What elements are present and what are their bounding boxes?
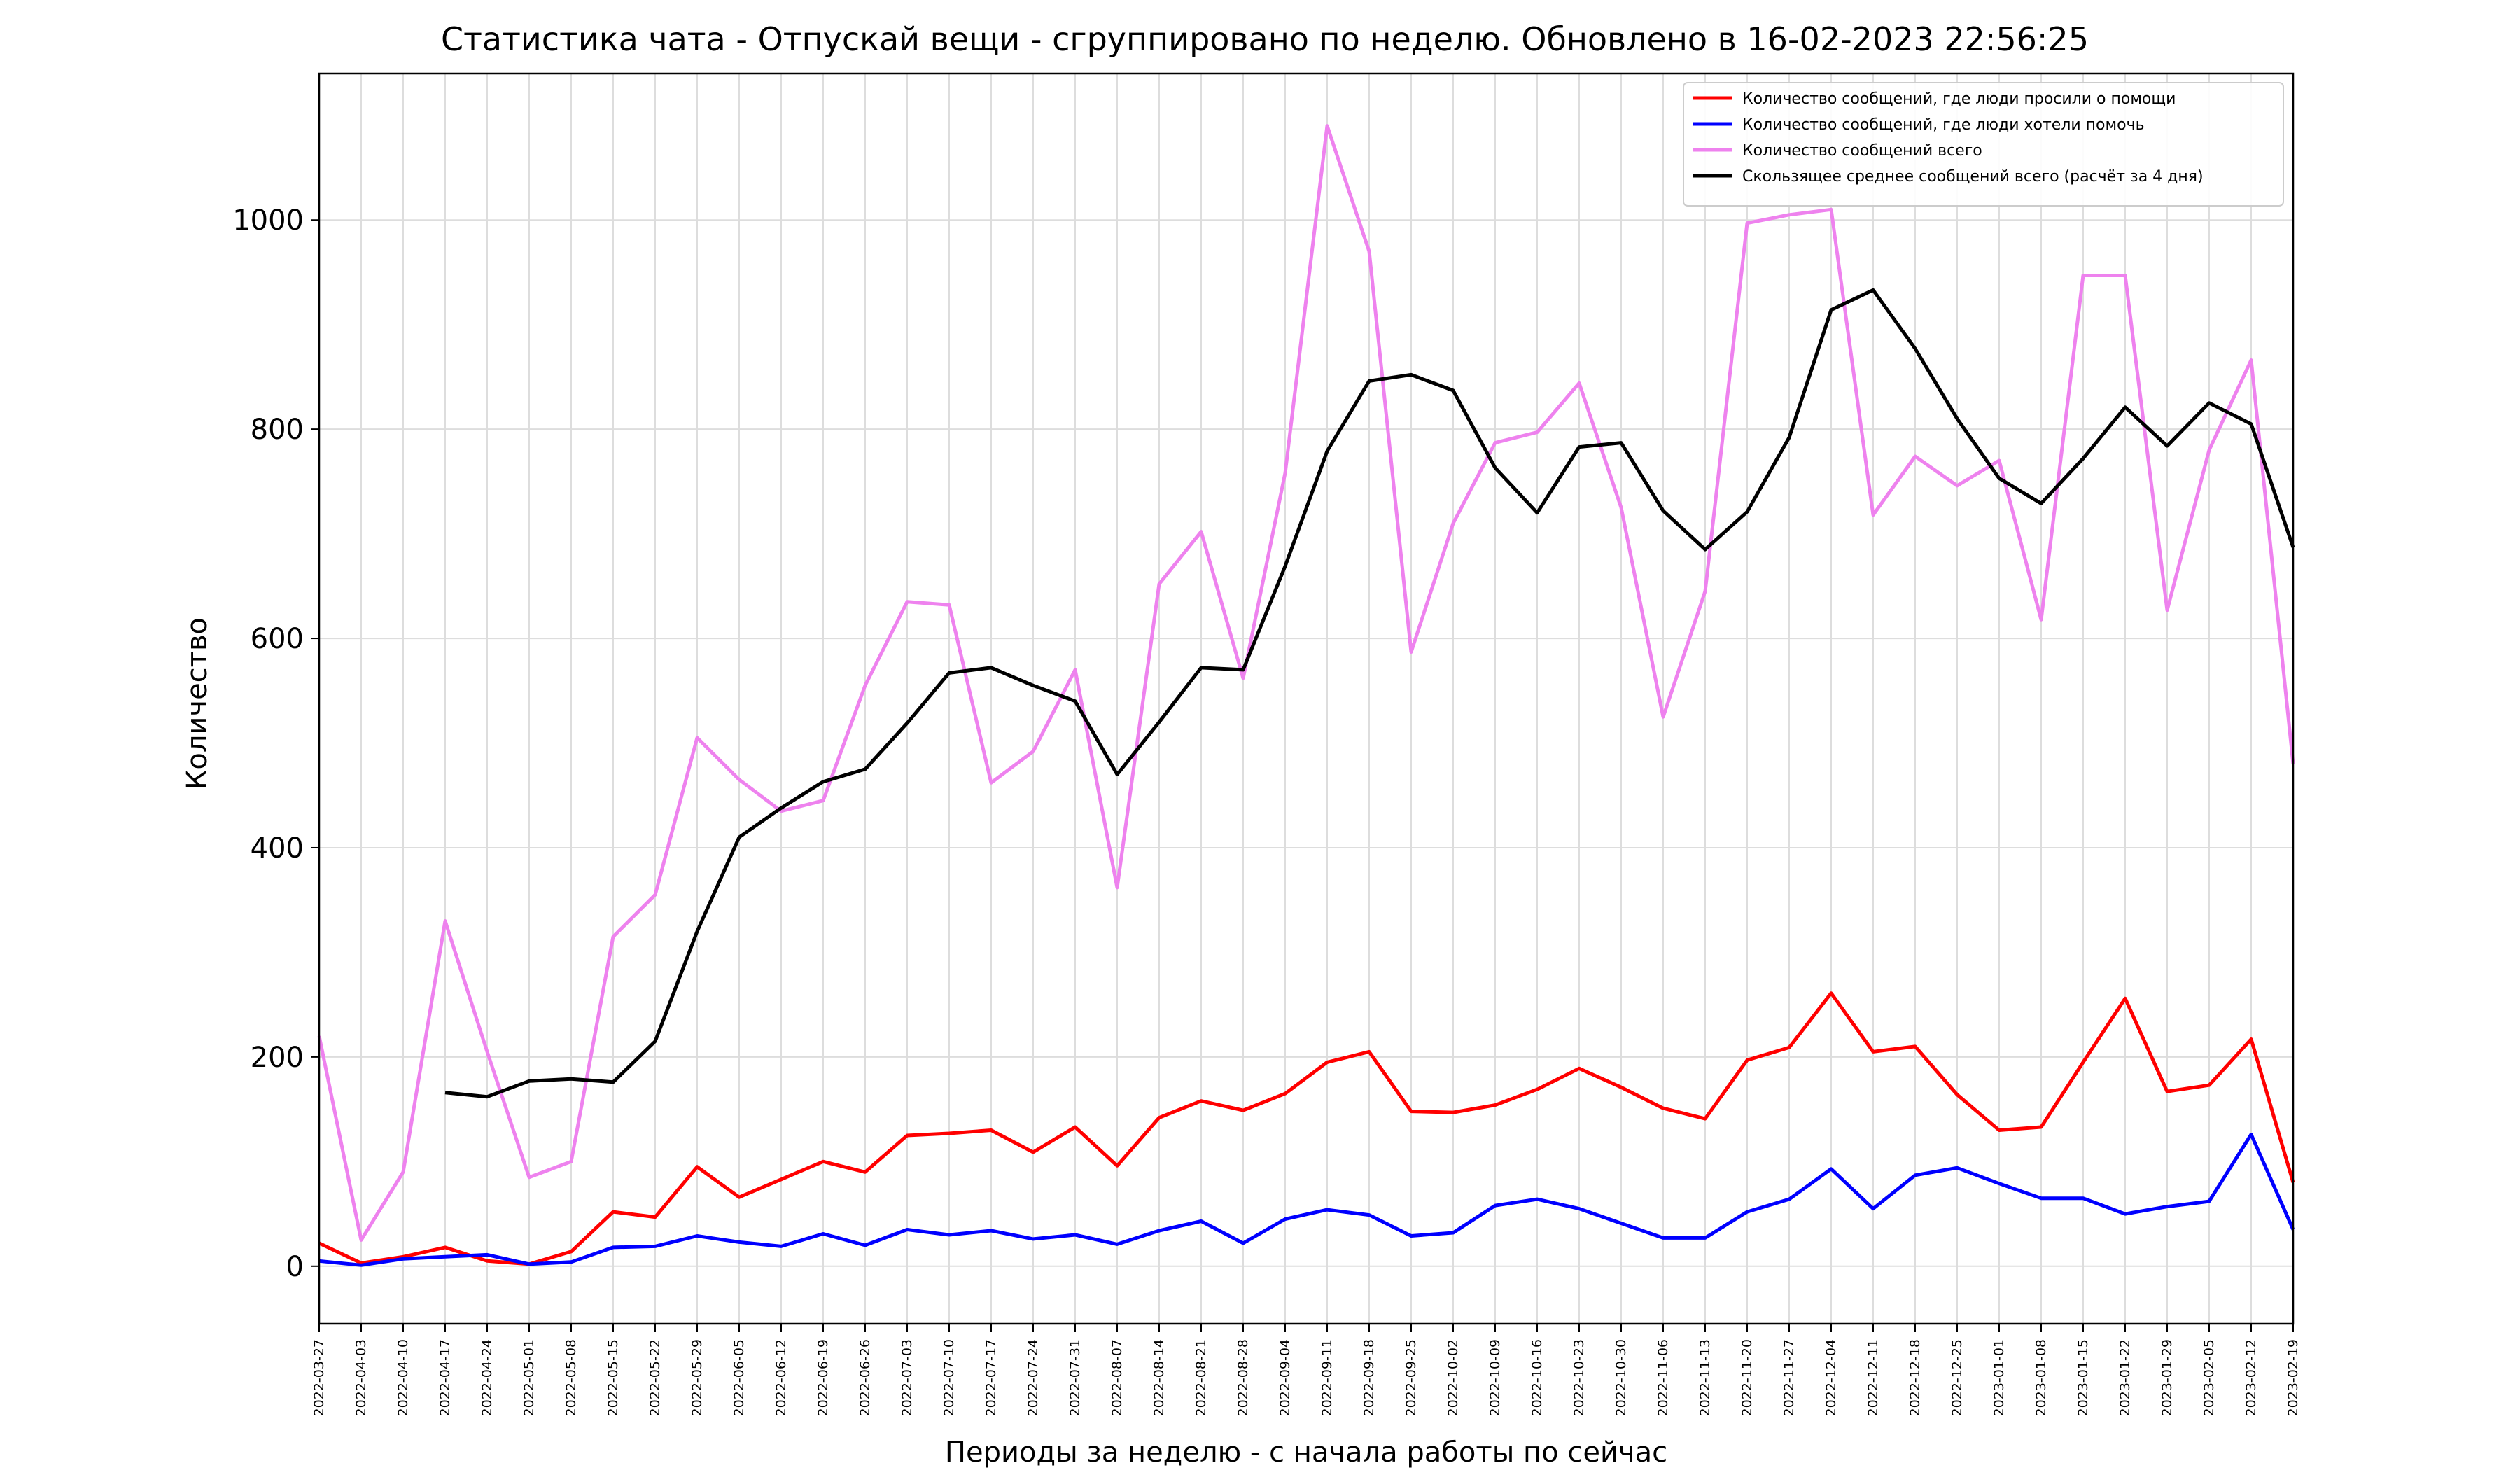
- series-line-1: [318, 991, 2295, 1266]
- x-tick-label: 2022-09-25: [1404, 1339, 1419, 1416]
- series-line-3: [317, 124, 2295, 1242]
- y-tick-label: 200: [251, 1042, 304, 1074]
- x-tick-label: 2022-08-14: [1152, 1339, 1167, 1416]
- y-tick-label: 600: [251, 623, 304, 655]
- x-tick-label: 2022-08-07: [1110, 1339, 1125, 1416]
- legend-box: [1683, 82, 2284, 206]
- x-tick-label: 2023-02-12: [2244, 1339, 2259, 1416]
- y-tick-label: 400: [251, 832, 304, 864]
- x-tick-label: 2022-06-05: [732, 1339, 747, 1416]
- x-tick-label: 2022-07-24: [1026, 1339, 1041, 1416]
- x-tick-label: 2022-07-17: [983, 1339, 999, 1416]
- legend-label: Скользящее среднее сообщений всего (расч…: [1742, 168, 2204, 186]
- series-line-4: [444, 288, 2295, 1099]
- x-tick-label: 2022-11-13: [1698, 1339, 1713, 1416]
- legend-label: Количество сообщений, где люди хотели по…: [1742, 116, 2145, 134]
- x-tick-label: 2022-12-11: [1865, 1339, 1881, 1416]
- x-tick-label: 2022-04-03: [354, 1339, 369, 1416]
- x-tick-label: 2022-11-27: [1782, 1339, 1797, 1416]
- x-tick-label: 2022-10-23: [1572, 1339, 1587, 1416]
- x-tick-label: 2023-01-22: [2118, 1339, 2133, 1416]
- plot-frame: [318, 72, 2295, 1325]
- x-tick-label: 2022-03-27: [312, 1339, 327, 1416]
- gridlines: [318, 74, 2294, 1324]
- x-tick-label: 2022-04-10: [396, 1339, 411, 1416]
- legend: Количество сообщений, где люди просили о…: [1683, 82, 2284, 206]
- legend-label: Количество сообщений, где люди просили о…: [1742, 90, 2176, 108]
- x-tick-label: 2022-09-11: [1320, 1339, 1335, 1416]
- x-tick-label: 2023-01-08: [2033, 1339, 2049, 1416]
- x-tick-label: 2023-01-15: [2076, 1339, 2091, 1416]
- x-tick-label: 2022-05-15: [606, 1339, 621, 1416]
- x-tick-label: 2022-10-09: [1488, 1339, 1503, 1416]
- x-tick-label: 2022-10-30: [1614, 1339, 1629, 1416]
- x-axis-label: Периоды за неделю - с начала работы по с…: [945, 1436, 1667, 1469]
- x-tick-label: 2022-12-04: [1823, 1339, 1839, 1416]
- x-tick-label: 2022-04-24: [479, 1339, 495, 1416]
- x-tick-label: 2022-08-21: [1194, 1339, 1209, 1416]
- x-tick-label: 2022-12-25: [1949, 1339, 1965, 1416]
- x-tick-label: 2022-05-01: [522, 1339, 537, 1416]
- x-tick-label: 2022-05-08: [564, 1339, 579, 1416]
- y-axis: 0 200 400 600 800 1000: [232, 204, 319, 1283]
- x-tick-label: 2022-06-19: [816, 1339, 831, 1416]
- x-tick-label: 2022-04-17: [438, 1339, 453, 1416]
- x-tick-label: 2023-01-29: [2160, 1339, 2175, 1416]
- x-tick-label: 2022-05-22: [648, 1339, 663, 1416]
- series-lines: [317, 124, 2295, 1267]
- x-tick-label: 2023-01-01: [1991, 1339, 2007, 1416]
- x-tick-label: 2022-07-31: [1068, 1339, 1083, 1416]
- x-tick-label: 2023-02-19: [2286, 1339, 2301, 1416]
- x-tick-label: 2023-02-05: [2202, 1339, 2217, 1416]
- y-tick-label: 800: [251, 414, 304, 446]
- y-axis-label: Количество: [181, 617, 214, 790]
- x-tick-label: 2022-06-12: [774, 1339, 789, 1416]
- x-axis: 2022-03-27 2022-04-03 2022-04-10 2022-04-17…: [312, 1324, 2301, 1416]
- x-tick-label: 2022-10-02: [1446, 1339, 1461, 1416]
- x-tick-label: 2022-11-20: [1740, 1339, 1755, 1416]
- series-line-2: [318, 1133, 2295, 1267]
- x-tick-label: 2022-11-06: [1656, 1339, 1671, 1416]
- x-tick-label: 2022-07-10: [941, 1339, 957, 1416]
- legend-label: Количество сообщений всего: [1742, 142, 1982, 160]
- x-tick-label: 2022-06-26: [858, 1339, 873, 1416]
- x-tick-label: 2022-09-18: [1362, 1339, 1377, 1416]
- x-tick-label: 2022-05-29: [690, 1339, 705, 1416]
- x-tick-label: 2022-10-16: [1530, 1339, 1545, 1416]
- x-tick-label: 2022-08-28: [1236, 1339, 1251, 1416]
- x-tick-label: 2022-07-03: [899, 1339, 915, 1416]
- y-tick-label: 0: [286, 1251, 304, 1283]
- chart-title: Статистика чата - Отпускай вещи - сгрупп…: [441, 20, 2089, 58]
- x-tick-label: 2022-12-18: [1907, 1339, 1923, 1416]
- x-tick-label: 2022-09-04: [1278, 1339, 1293, 1416]
- y-tick-label: 1000: [232, 204, 304, 237]
